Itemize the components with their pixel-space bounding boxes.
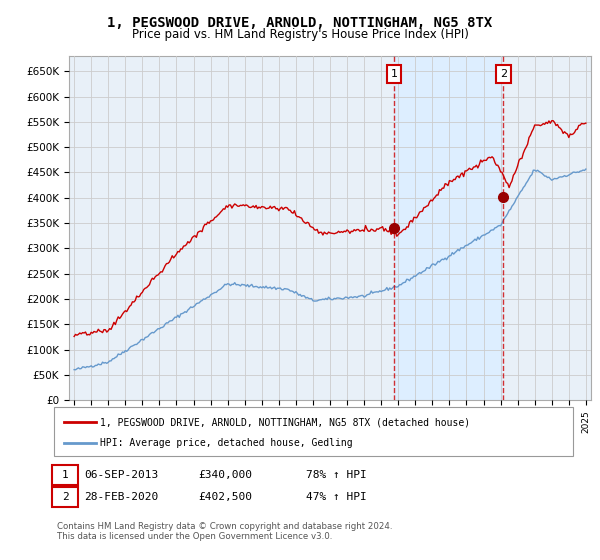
Bar xyxy=(394,56,503,400)
Text: Price paid vs. HM Land Registry's House Price Index (HPI): Price paid vs. HM Land Registry's House … xyxy=(131,28,469,41)
Text: 1: 1 xyxy=(391,69,397,79)
Text: HPI: Average price, detached house, Gedling: HPI: Average price, detached house, Gedl… xyxy=(100,438,353,447)
Text: 1: 1 xyxy=(62,470,68,480)
Text: 2: 2 xyxy=(62,492,68,502)
Text: 78% ↑ HPI: 78% ↑ HPI xyxy=(306,470,367,480)
Text: 1, PEGSWOOD DRIVE, ARNOLD, NOTTINGHAM, NG5 8TX: 1, PEGSWOOD DRIVE, ARNOLD, NOTTINGHAM, N… xyxy=(107,16,493,30)
Text: £402,500: £402,500 xyxy=(198,492,252,502)
Text: 2: 2 xyxy=(500,69,507,79)
Text: 06-SEP-2013: 06-SEP-2013 xyxy=(84,470,158,480)
Text: £340,000: £340,000 xyxy=(198,470,252,480)
Text: 47% ↑ HPI: 47% ↑ HPI xyxy=(306,492,367,502)
Text: 28-FEB-2020: 28-FEB-2020 xyxy=(84,492,158,502)
Text: 1, PEGSWOOD DRIVE, ARNOLD, NOTTINGHAM, NG5 8TX (detached house): 1, PEGSWOOD DRIVE, ARNOLD, NOTTINGHAM, N… xyxy=(100,417,470,427)
Text: Contains HM Land Registry data © Crown copyright and database right 2024.
This d: Contains HM Land Registry data © Crown c… xyxy=(57,522,392,542)
